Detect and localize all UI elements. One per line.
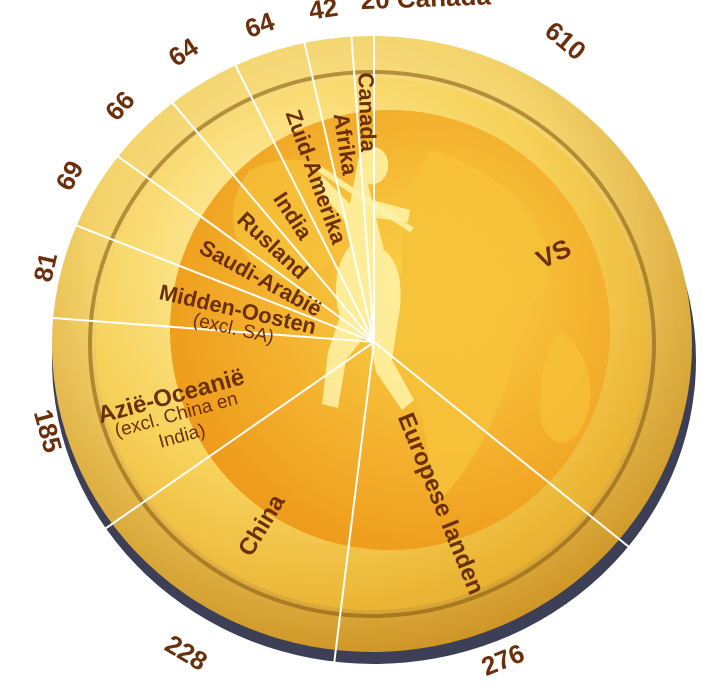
slice-divider: [331, 341, 375, 675]
slice-divider: [373, 341, 636, 553]
value-label: 66: [99, 85, 141, 127]
value-label: 64: [241, 6, 279, 44]
value-label: 228: [160, 629, 213, 677]
slice-divider: [61, 218, 375, 343]
value-label: 64: [163, 31, 204, 72]
slice-divider: [39, 316, 375, 343]
value-label: 69: [49, 156, 89, 196]
rifle: [316, 165, 414, 233]
slice-divider: [297, 15, 375, 343]
continent-shape: [389, 150, 550, 500]
slice-divider: [223, 42, 375, 343]
slice-divider: [102, 144, 375, 343]
continent-shape-3: [540, 330, 591, 443]
value-label: 20 Canada: [360, 0, 492, 15]
slice-label-group: Canada: [353, 72, 381, 153]
slice-divider: [348, 7, 375, 343]
value-label: 42: [307, 0, 340, 26]
slice-label: Canada: [353, 72, 381, 153]
slice-dividers: [39, 7, 636, 675]
slice-divider: [157, 85, 375, 343]
value-label: 610: [539, 15, 592, 66]
coin-rim-groove: [88, 70, 656, 618]
value-label: 81: [27, 250, 63, 285]
slice-divider: [98, 341, 375, 534]
